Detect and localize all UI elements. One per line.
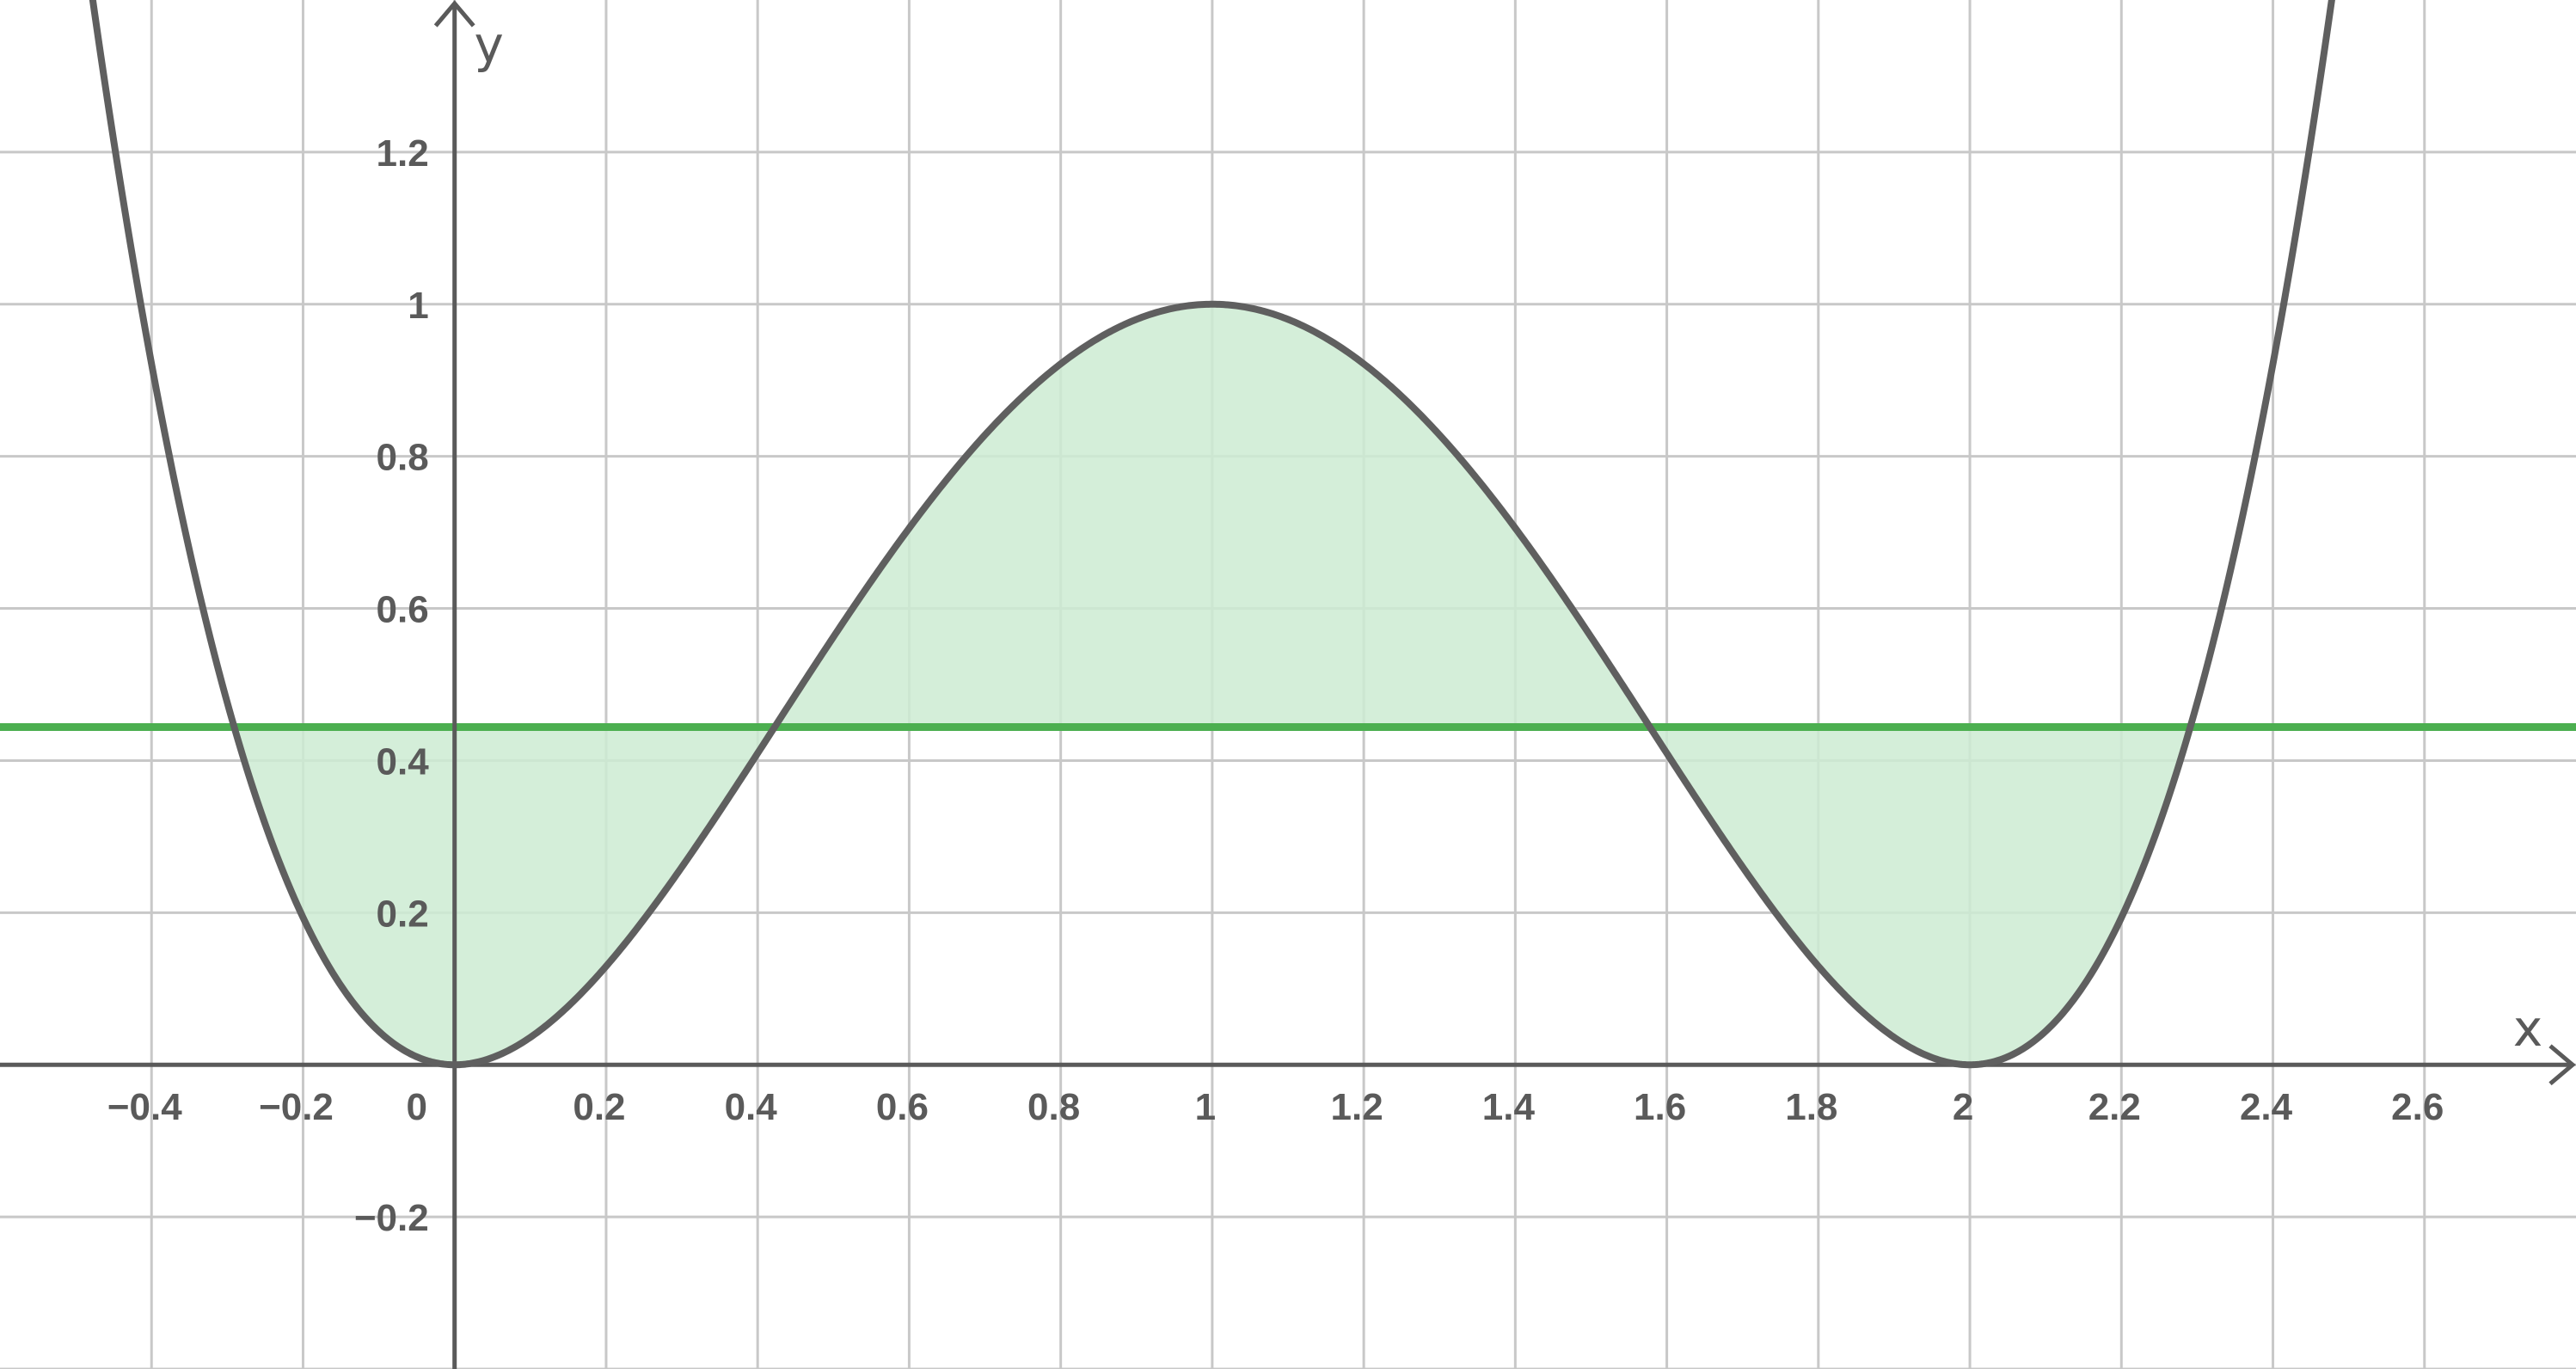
x-tick-label: 1 bbox=[1195, 1086, 1216, 1128]
x-axis-label: x bbox=[2513, 999, 2542, 1058]
x-tick-label: 0.4 bbox=[725, 1086, 778, 1128]
shaded-region bbox=[234, 304, 2191, 1065]
y-tick-labels: −0.2 0.2 0.4 0.6 0.8 1 1.2 bbox=[354, 132, 429, 1239]
y-tick-label: 0.8 bbox=[377, 437, 429, 479]
y-tick-label: 1 bbox=[408, 285, 428, 327]
x-axis-arrow-icon bbox=[2548, 1044, 2576, 1086]
y-axis-arrow-icon bbox=[433, 0, 475, 28]
x-tick-label: 2.6 bbox=[2391, 1086, 2444, 1128]
curve-series bbox=[89, 0, 2335, 1069]
x-tick-label: 1.2 bbox=[1331, 1086, 1383, 1128]
y-tick-label: −0.2 bbox=[354, 1197, 429, 1239]
y-tick-label: 0.2 bbox=[377, 893, 429, 935]
x-tick-label: −0.4 bbox=[107, 1086, 182, 1128]
x-tick-label: −0.2 bbox=[259, 1086, 334, 1128]
x-tick-label: 1.4 bbox=[1482, 1086, 1536, 1128]
x-tick-labels: −0.4 −0.2 0 0.2 0.4 0.6 0.8 1 1.2 1.4 1.6 1.8 2 2.2 2.… bbox=[107, 1086, 2444, 1128]
y-tick-label: 1.2 bbox=[377, 132, 429, 175]
x-tick-label: 2.2 bbox=[2088, 1086, 2141, 1128]
x-tick-label: 2.4 bbox=[2240, 1086, 2293, 1128]
y-tick-label: 0.4 bbox=[377, 740, 430, 783]
x-tick-label: 0.2 bbox=[573, 1086, 625, 1128]
y-axis-label: y bbox=[475, 15, 504, 74]
x-tick-label: 1.8 bbox=[1785, 1086, 1837, 1128]
y-tick-label: 0.6 bbox=[377, 589, 429, 631]
x-tick-label: 0.6 bbox=[876, 1086, 929, 1128]
x-tick-label: 0 bbox=[406, 1086, 426, 1128]
x-tick-label: 0.8 bbox=[1027, 1086, 1080, 1128]
x-tick-label: 2 bbox=[1953, 1086, 1973, 1128]
x-tick-label: 1.6 bbox=[1634, 1086, 1686, 1128]
